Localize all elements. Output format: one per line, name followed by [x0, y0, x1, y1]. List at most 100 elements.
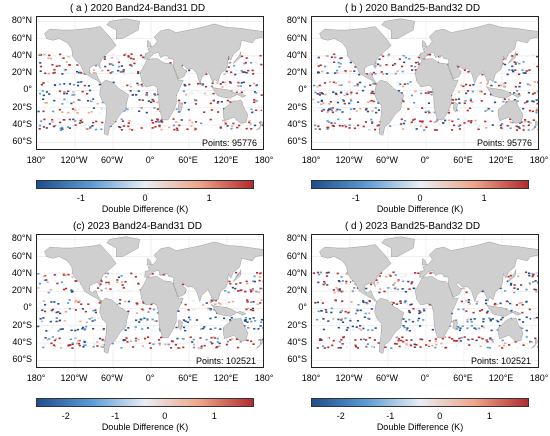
data-point [261, 338, 263, 341]
data-point [402, 100, 405, 103]
data-point [98, 112, 101, 114]
data-point [334, 56, 337, 59]
data-point [100, 325, 103, 327]
data-point [45, 102, 48, 104]
data-point [162, 273, 165, 276]
data-point [323, 282, 327, 285]
data-point [141, 99, 144, 102]
data-point [421, 121, 424, 123]
lon-tick-label: 180° [301, 155, 321, 165]
data-point [100, 345, 103, 348]
data-point [126, 108, 129, 111]
data-point [258, 276, 262, 278]
data-point [416, 319, 420, 322]
data-point [401, 70, 404, 73]
data-point [258, 128, 262, 131]
data-point [248, 120, 251, 122]
data-point [135, 94, 138, 96]
data-point [460, 300, 463, 303]
data-point [80, 303, 83, 306]
land-polygon [497, 99, 524, 124]
data-point [513, 287, 516, 289]
data-point [229, 319, 232, 321]
data-point [514, 85, 517, 88]
data-point [313, 109, 316, 112]
data-point [134, 326, 137, 328]
data-point [154, 320, 157, 322]
data-point [337, 279, 340, 282]
data-point [187, 108, 190, 111]
data-point [68, 307, 72, 310]
data-point [73, 93, 76, 96]
data-point [495, 319, 499, 322]
data-point [515, 125, 518, 128]
data-point [317, 65, 320, 67]
land-polygon [374, 79, 405, 136]
colorbar-tick-label: 0 [162, 411, 168, 421]
data-point [124, 300, 127, 303]
data-point [187, 327, 190, 330]
data-point [395, 343, 398, 345]
data-point [355, 310, 358, 312]
data-point [201, 83, 205, 85]
data-point [411, 84, 414, 87]
data-point [375, 283, 379, 286]
data-point [75, 70, 79, 73]
data-point [339, 311, 342, 314]
data-point [328, 103, 331, 105]
data-point [155, 110, 159, 113]
data-point [330, 107, 333, 109]
data-point [413, 121, 417, 124]
data-point [160, 128, 163, 131]
data-point [368, 129, 371, 131]
data-point [488, 317, 491, 319]
data-point [239, 340, 242, 343]
data-point [509, 127, 512, 130]
data-point [231, 283, 235, 286]
data-point [118, 126, 121, 128]
data-point [53, 339, 57, 342]
data-point [393, 62, 397, 65]
data-point [37, 325, 40, 328]
data-point [325, 271, 328, 274]
lat-tick-label: 40°N [286, 267, 307, 278]
data-point [327, 337, 330, 339]
lon-tick-label: 120°E [213, 155, 239, 165]
data-point [253, 280, 256, 283]
data-point [150, 101, 153, 104]
data-point [385, 275, 388, 278]
data-point [412, 119, 415, 121]
data-point [129, 90, 132, 92]
data-point [71, 94, 74, 96]
data-point [357, 73, 361, 76]
lat-tick-label: 80°N [11, 233, 32, 244]
data-point [472, 311, 475, 314]
data-point [146, 336, 150, 338]
data-point [404, 56, 407, 59]
data-point [68, 64, 71, 66]
data-point [431, 111, 434, 114]
data-point [469, 98, 472, 100]
data-point [319, 271, 323, 274]
data-point [185, 94, 188, 96]
data-point [61, 56, 64, 59]
land-polygon [508, 269, 517, 282]
data-point [335, 286, 338, 289]
data-point [427, 91, 430, 93]
data-point [467, 317, 470, 320]
land-polygon [99, 297, 130, 354]
data-point [209, 309, 212, 311]
data-point [344, 70, 347, 73]
data-point [375, 111, 378, 114]
data-point [61, 73, 64, 75]
data-point [481, 337, 484, 340]
data-point [344, 310, 347, 313]
data-point [415, 128, 418, 130]
data-point [500, 127, 503, 129]
data-point [248, 121, 251, 124]
data-point [526, 83, 530, 85]
data-point [116, 57, 119, 60]
data-point [91, 98, 95, 100]
data-point [42, 307, 45, 310]
data-point [465, 310, 468, 312]
